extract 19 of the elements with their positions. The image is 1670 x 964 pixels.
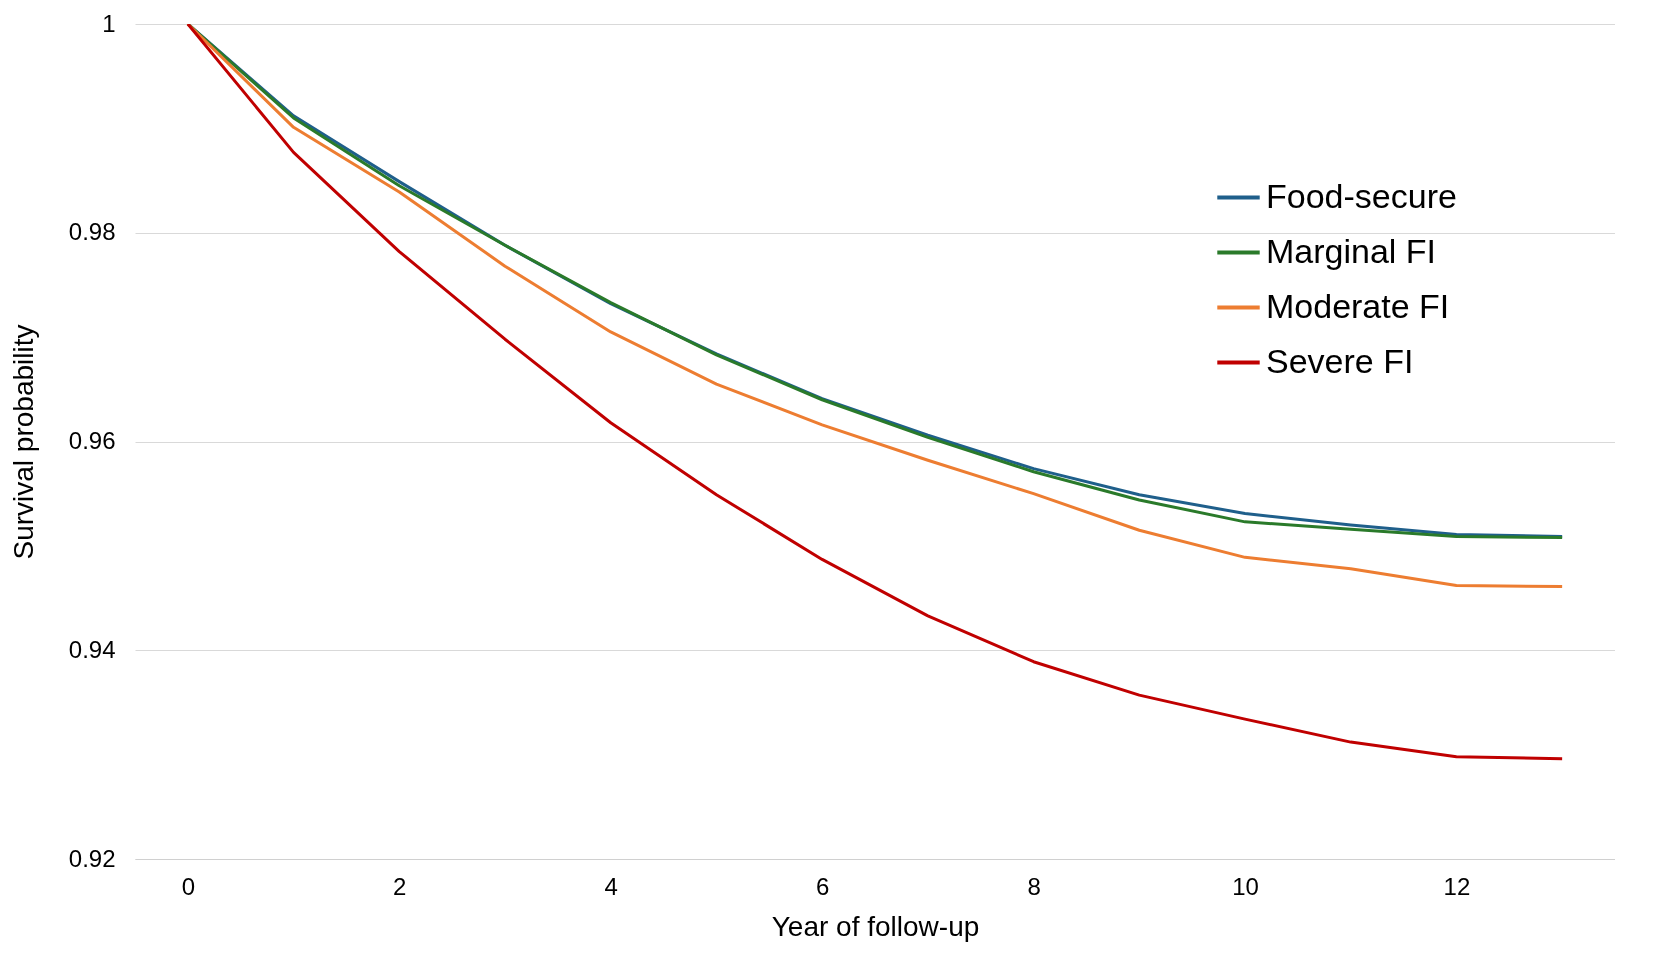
x-tick-label: 6 [815, 872, 830, 900]
x-axis-title: Year of follow-up [771, 910, 980, 942]
y-tick-label: 0.98 [68, 218, 116, 246]
legend-label: Severe FI [1266, 341, 1414, 380]
y-tick-label: 1 [102, 9, 116, 37]
x-tick-label: 2 [393, 872, 407, 900]
x-tick-label: 10 [1232, 872, 1259, 900]
line-series [186, 24, 1564, 761]
legend-label: Marginal FI [1266, 231, 1437, 270]
x-tick-label: 4 [604, 872, 618, 900]
x-tick-label: 0 [181, 872, 196, 900]
legend-label: Moderate FI [1266, 286, 1450, 325]
y-tick-label: 0.96 [68, 427, 116, 454]
y-tick-label: 0.94 [68, 635, 116, 663]
y-axis-title: Survival probability [7, 324, 39, 560]
x-tick-label: 8 [1027, 872, 1041, 900]
x-tick-label: 12 [1443, 872, 1471, 900]
legend-label: Food-secure [1266, 176, 1457, 215]
y-tick-label: 0.92 [68, 844, 116, 872]
